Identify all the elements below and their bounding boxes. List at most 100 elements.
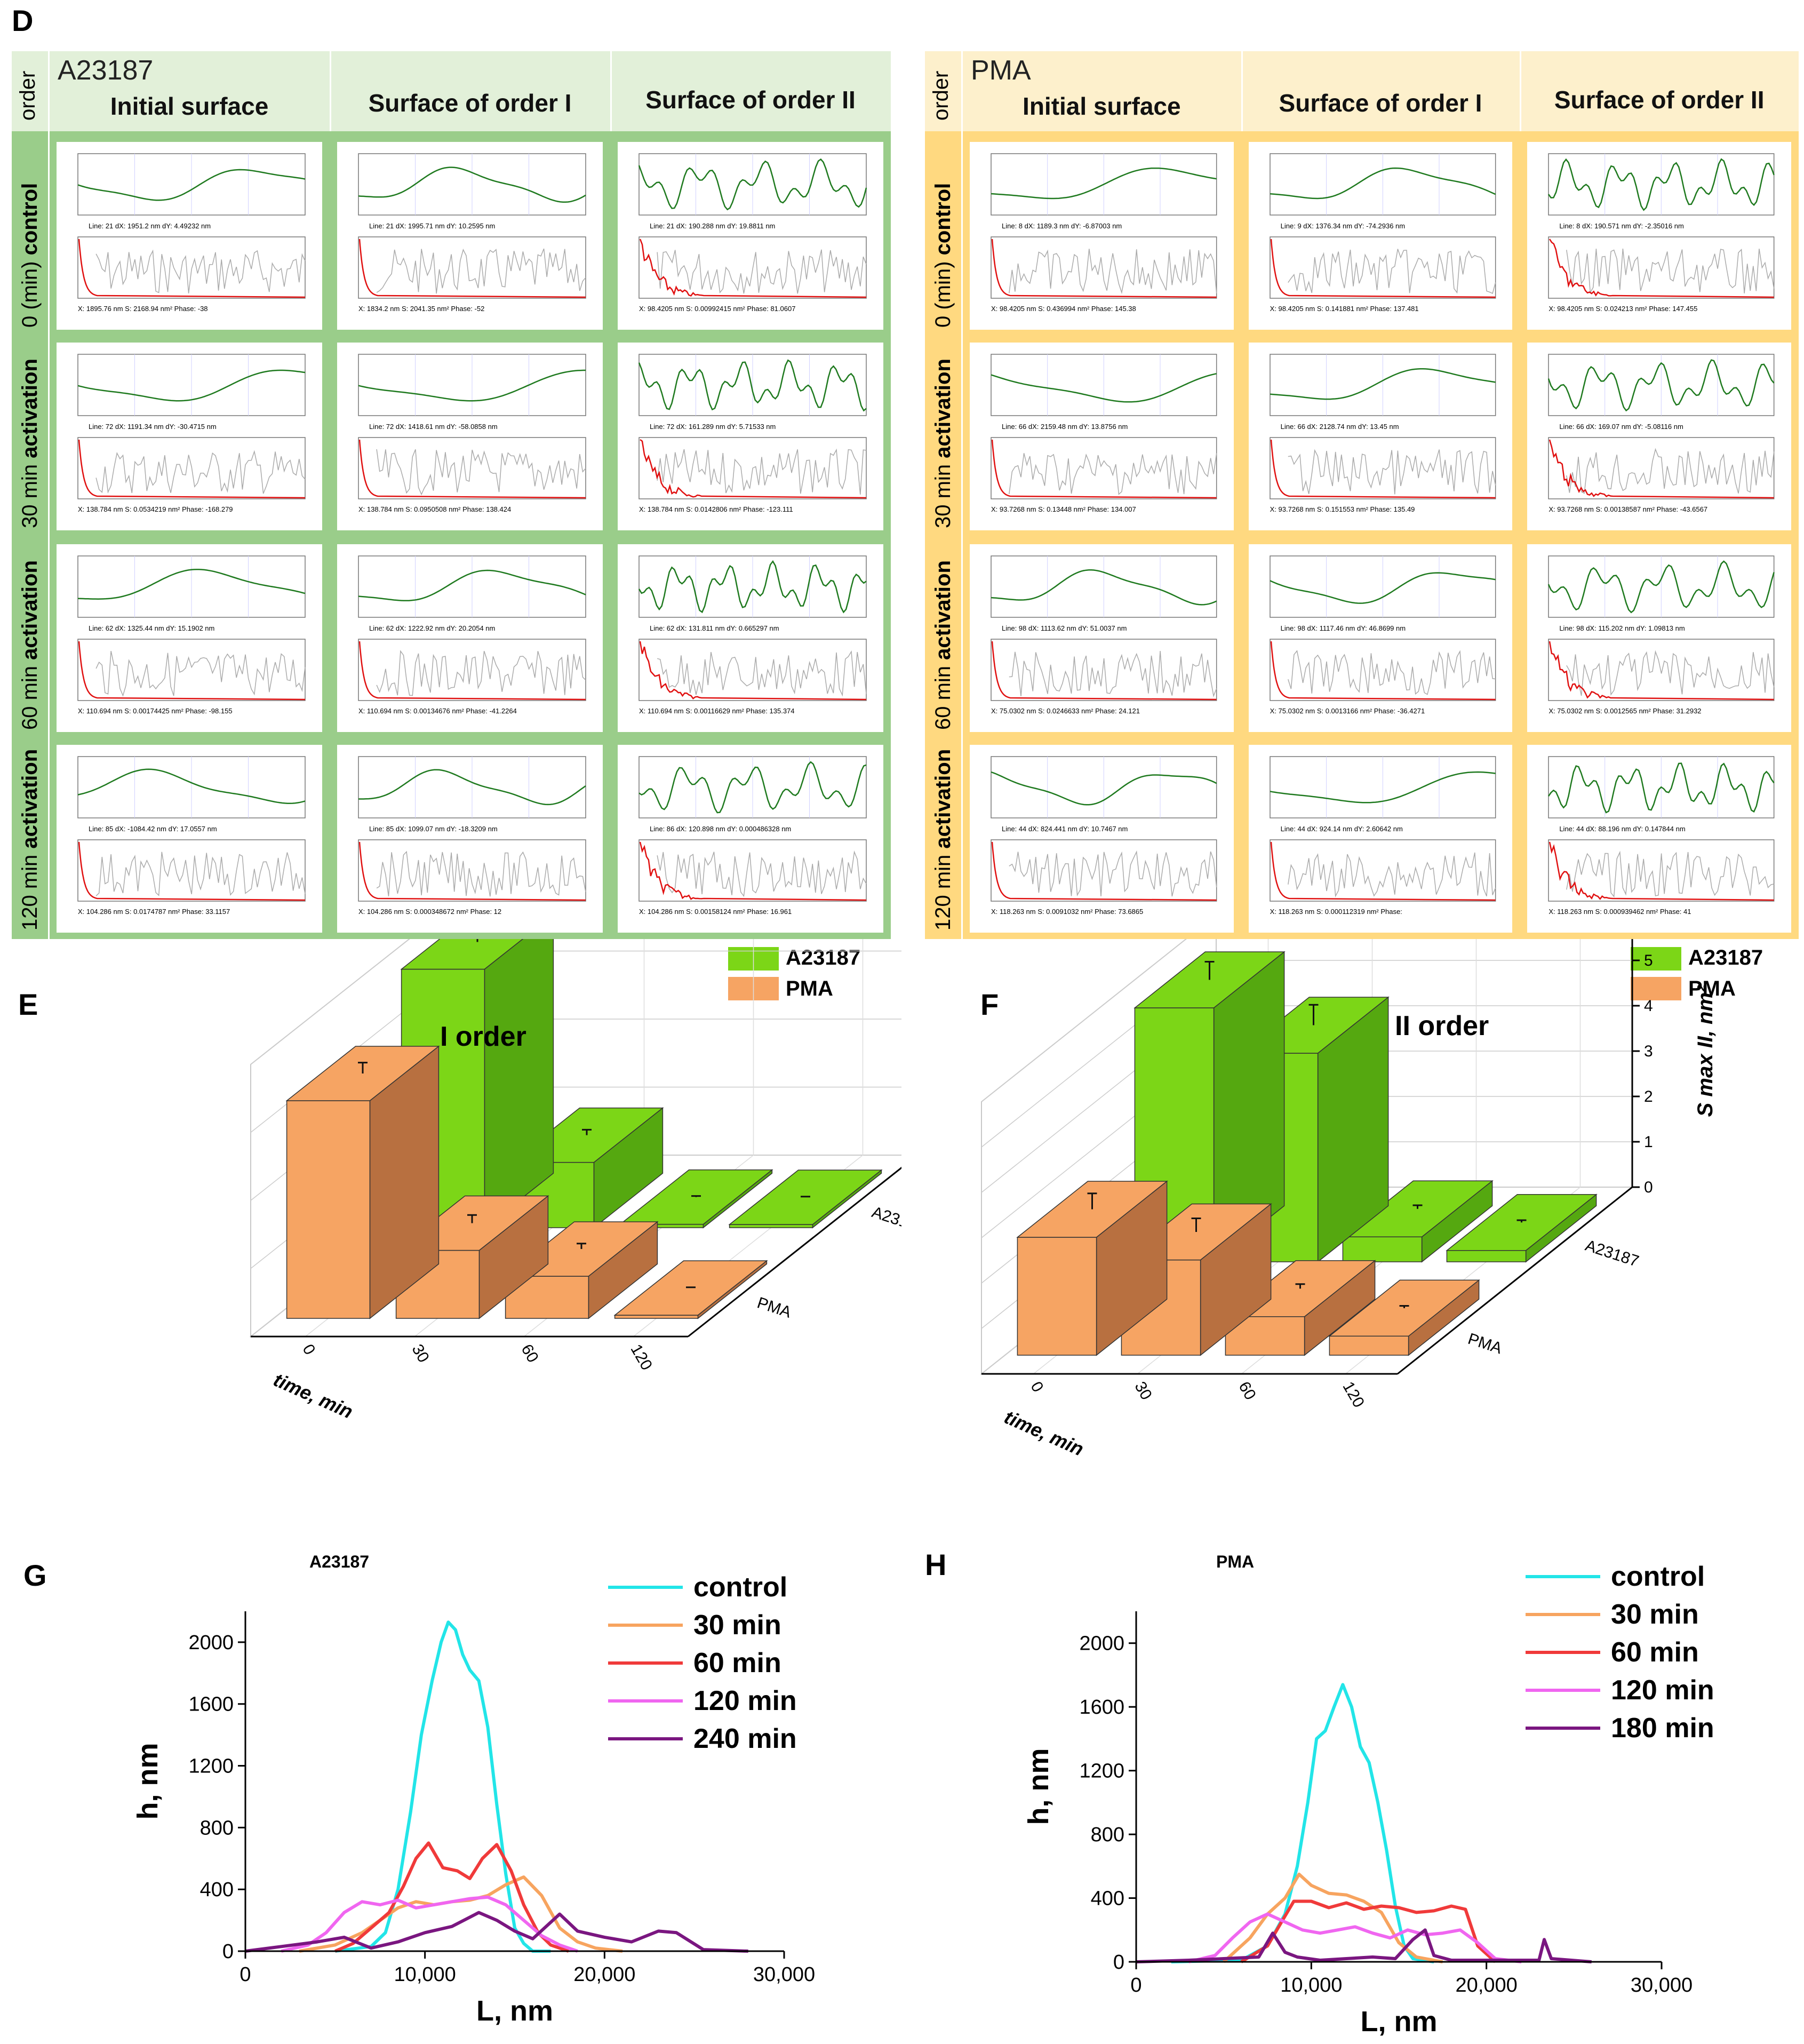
spectrum-info: X: 75.0302 nm S: 0.0246633 nm² Phase: 24… bbox=[991, 707, 1140, 715]
spectrum-noise bbox=[1566, 650, 1775, 696]
y-axis-title: h, nm bbox=[132, 1743, 164, 1820]
value-tick-label: 0 bbox=[1644, 1179, 1653, 1196]
y-tick-label: 1600 bbox=[188, 1693, 234, 1716]
spectrum-noise bbox=[657, 249, 867, 294]
profile-cell-plot bbox=[1269, 354, 1496, 499]
bar-PMA-0 bbox=[1016, 1180, 1168, 1356]
profile-cell: Line: 44 dX: 824.441 nm dY: 10.7467 nm X:… bbox=[970, 745, 1234, 933]
x-axis-title: L, nm bbox=[1361, 2006, 1438, 2038]
spectrum-noise bbox=[376, 850, 586, 897]
spectrum-info: X: 93.7268 nm S: 0.00138587 nm² Phase: -… bbox=[1548, 505, 1708, 513]
category-tick-label: 30 bbox=[1131, 1379, 1155, 1403]
profile-line-info: Line: 44 dX: 924.14 nm dY: 2.60642 nm bbox=[1280, 825, 1403, 833]
spectrum-frame bbox=[358, 236, 586, 299]
x-tick-label: 10,000 bbox=[394, 1963, 456, 1986]
spectrum-info: X: 98.4205 nm S: 0.436994 nm² Phase: 145… bbox=[991, 305, 1136, 313]
y-tick-label: 800 bbox=[200, 1817, 234, 1839]
profile-cell-plot bbox=[1548, 153, 1775, 299]
spectrum-noise bbox=[657, 650, 867, 697]
row-label: 30 min activation bbox=[931, 359, 955, 528]
chart-title: A23187 bbox=[309, 1552, 369, 1571]
profile-curve bbox=[358, 569, 586, 602]
column-divider bbox=[961, 51, 963, 939]
profile-cell: Line: 21 dX: 1995.71 nm dY: 10.2595 nm X:… bbox=[337, 142, 603, 330]
bar-front bbox=[1342, 1236, 1423, 1262]
profile-curve bbox=[638, 158, 867, 211]
spectrum-info: X: 1834.2 nm S: 2041.35 nm² Phase: -52 bbox=[358, 305, 485, 313]
profile-cell-plot bbox=[1269, 756, 1496, 902]
x-tick-label: 20,000 bbox=[1456, 1974, 1518, 1997]
bar-PMA-0 bbox=[285, 1045, 440, 1319]
legend-label: 30 min bbox=[693, 1610, 781, 1641]
profile-curve bbox=[1270, 572, 1496, 604]
spectrum-noise bbox=[1287, 650, 1496, 695]
row-label-condition: activation bbox=[18, 749, 42, 849]
spectrum-curve bbox=[358, 439, 586, 499]
table-header bbox=[925, 51, 1799, 131]
profile-cell: Line: 9 dX: 1376.34 nm dY: -74.2936 nm X:… bbox=[1248, 142, 1513, 330]
spectrum-frame bbox=[991, 639, 1217, 701]
row-label-time: 0 (min) bbox=[931, 255, 955, 328]
chart-title: II order bbox=[1395, 1011, 1489, 1041]
bar-front bbox=[286, 1100, 371, 1319]
spectrum-frame bbox=[77, 639, 306, 701]
row-label-condition: control bbox=[931, 182, 955, 256]
series-line-control bbox=[334, 1620, 551, 1953]
profile-line-info: Line: 72 dX: 1418.61 nm dY: -58.0858 nm bbox=[369, 423, 498, 431]
y-tick-label: 1200 bbox=[1079, 1760, 1124, 1783]
profile-cell-plot bbox=[358, 354, 586, 499]
spectrum-curve bbox=[991, 641, 1217, 701]
spectrum-curve bbox=[1270, 439, 1496, 499]
row-label-time: 60 min bbox=[18, 659, 42, 730]
row-label: 120 min activation bbox=[931, 749, 955, 930]
spectrum-frame bbox=[638, 839, 867, 902]
value-tick-label: 3 bbox=[1644, 1043, 1653, 1060]
profile-curve bbox=[1270, 167, 1496, 200]
depth-tick-label: A23187 bbox=[1583, 1237, 1641, 1270]
column-header: Initial surface bbox=[1023, 92, 1181, 120]
profile-cell-plot bbox=[638, 153, 867, 299]
profile-line-info: Line: 72 dX: 161.289 nm dY: 5.71533 nm bbox=[650, 423, 776, 431]
profile-curve bbox=[1270, 771, 1496, 804]
chart-title: PMA bbox=[1216, 1552, 1254, 1571]
profile-cell: Line: 85 dX: -1084.42 nm dY: 17.0557 nm X… bbox=[57, 745, 322, 933]
table-drug-title: PMA bbox=[971, 55, 1031, 86]
chart-h-pma-profiles: 0 400 800 1200 1600 2000 0 10,000 20,000 30,000 L,… bbox=[1023, 1552, 1714, 2038]
row-label-time: 30 min bbox=[18, 458, 42, 528]
value-tick-label: 5 bbox=[1644, 952, 1653, 969]
legend-label: 240 min bbox=[693, 1723, 797, 1754]
spectrum-noise bbox=[1566, 249, 1775, 294]
bar-A23187-120 bbox=[1446, 1194, 1598, 1263]
spectrum-noise bbox=[1009, 453, 1217, 495]
spectrum-info: X: 110.694 nm S: 0.00174425 nm² Phase: -… bbox=[78, 707, 233, 715]
spectrum-curve bbox=[78, 439, 306, 499]
row-label-time: 120 min bbox=[931, 848, 955, 930]
panel-label-h: H bbox=[925, 1548, 947, 1581]
bar-front bbox=[729, 1224, 813, 1228]
profile-curve bbox=[358, 166, 586, 203]
depth-tick-label: A23187 bbox=[869, 1203, 901, 1237]
column-header: Surface of order II bbox=[1554, 86, 1765, 114]
profile-line-info: Line: 9 dX: 1376.34 nm dY: -74.2936 nm bbox=[1280, 222, 1406, 230]
category-tick-label: 30 bbox=[408, 1341, 432, 1365]
profile-line-info: Line: 44 dX: 824.441 nm dY: 10.7467 nm bbox=[1002, 825, 1128, 833]
column-header: Surface of order I bbox=[1279, 89, 1482, 117]
profile-line-info: Line: 62 dX: 1325.44 nm dY: 15.1902 nm bbox=[89, 624, 215, 632]
spectrum-frame bbox=[991, 236, 1217, 299]
value-tick-label: 4 bbox=[1644, 997, 1653, 1015]
legend-label: 60 min bbox=[693, 1648, 781, 1679]
profile-cell: Line: 72 dX: 1418.61 nm dY: -58.0858 nm X… bbox=[337, 343, 603, 530]
spectrum-noise bbox=[1009, 650, 1217, 697]
profile-cell-plot bbox=[77, 555, 306, 701]
profile-cell: Line: 66 dX: 2159.48 nm dY: 13.8756 nm X:… bbox=[970, 343, 1234, 530]
series-line-120-min bbox=[281, 1895, 578, 1953]
x-tick-label: 20,000 bbox=[573, 1963, 635, 1986]
row-label: 0 (min) control bbox=[931, 183, 955, 328]
spectrum-noise bbox=[95, 450, 306, 494]
profile-cell-plot bbox=[1269, 555, 1496, 701]
spectrum-frame bbox=[1269, 437, 1496, 499]
y-tick-label: 2000 bbox=[188, 1632, 234, 1654]
gridline bbox=[981, 939, 1187, 1102]
spectrum-frame bbox=[1269, 839, 1496, 902]
spectrum-info: X: 98.4205 nm S: 0.00992415 nm² Phase: 8… bbox=[639, 305, 796, 313]
